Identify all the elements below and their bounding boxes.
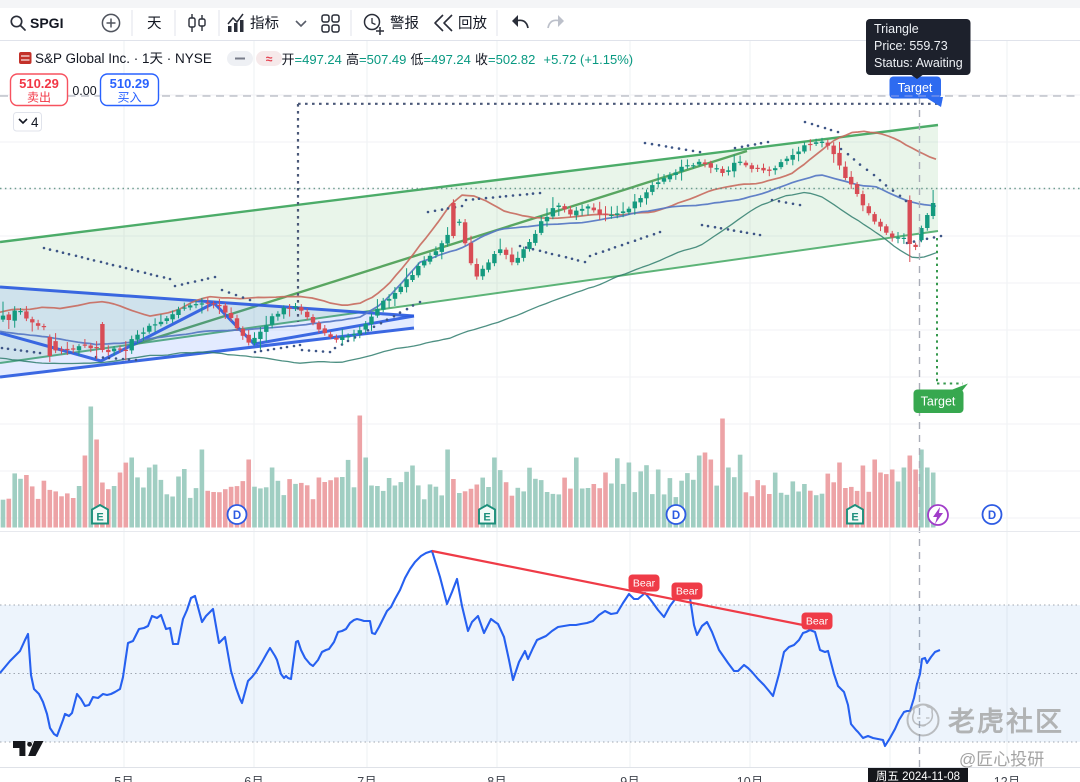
- svg-text:Target: Target: [898, 81, 933, 95]
- svg-text:5月: 5月: [114, 775, 133, 782]
- svg-text:S&P Global Inc. · 1天 · NYSE: S&P Global Inc. · 1天 · NYSE: [35, 51, 212, 66]
- svg-text:510.29: 510.29: [110, 76, 150, 91]
- svg-text:E: E: [851, 512, 858, 524]
- svg-text:7月: 7月: [357, 775, 376, 782]
- svg-text:卖出: 卖出: [27, 91, 51, 105]
- svg-text:天: 天: [147, 16, 162, 32]
- svg-text:Bear: Bear: [676, 586, 699, 598]
- svg-text:开=497.24: 开=497.24: [282, 52, 342, 67]
- svg-text:高=507.49: 高=507.49: [346, 52, 406, 67]
- svg-text:回放: 回放: [458, 15, 487, 32]
- svg-text:警报: 警报: [390, 15, 419, 32]
- svg-text:周五 2024-11-08: 周五 2024-11-08: [876, 770, 960, 782]
- svg-text:Target: Target: [921, 395, 956, 409]
- svg-text:买入: 买入: [117, 91, 141, 105]
- svg-text:E: E: [483, 512, 490, 524]
- svg-text:收=502.82: 收=502.82: [475, 52, 535, 67]
- svg-text:Triangle: Triangle: [874, 22, 919, 36]
- svg-text:D: D: [672, 510, 680, 522]
- svg-text:Bear: Bear: [633, 578, 656, 590]
- svg-text:Bear: Bear: [806, 616, 829, 628]
- svg-text:+5.72 (+1.15%): +5.72 (+1.15%): [544, 52, 634, 67]
- svg-text:指标: 指标: [250, 15, 279, 32]
- svg-text:Status: Awaiting: Status: Awaiting: [874, 56, 963, 70]
- svg-text:低=497.24: 低=497.24: [411, 52, 471, 67]
- svg-text:10月: 10月: [737, 775, 763, 782]
- svg-text:D: D: [988, 510, 996, 522]
- svg-text:SPGI: SPGI: [30, 15, 63, 31]
- svg-text:510.29: 510.29: [19, 76, 59, 91]
- svg-text:9月: 9月: [620, 775, 639, 782]
- svg-text:12月: 12月: [994, 775, 1020, 782]
- svg-text:≈: ≈: [266, 52, 273, 66]
- svg-text:8月: 8月: [487, 775, 506, 782]
- svg-text:Price: 559.73: Price: 559.73: [874, 39, 948, 53]
- svg-text:D: D: [233, 510, 241, 522]
- svg-text:E: E: [96, 512, 103, 524]
- svg-text:6月: 6月: [244, 775, 263, 782]
- svg-text:@匠心投研: @匠心投研: [959, 750, 1044, 769]
- svg-text:4: 4: [31, 115, 39, 130]
- svg-text:老虎社区: 老虎社区: [948, 706, 1064, 737]
- svg-text:0.00: 0.00: [72, 84, 96, 98]
